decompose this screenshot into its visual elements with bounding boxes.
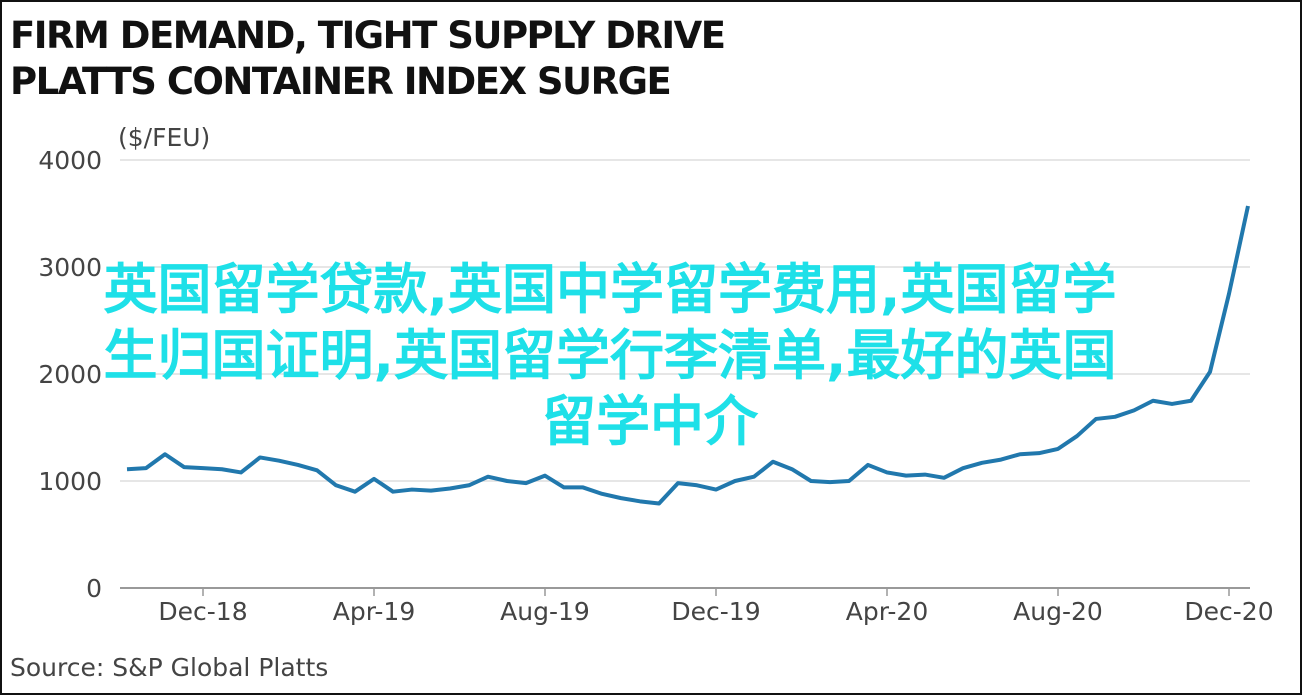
y-axis-label: ($/FEU) xyxy=(118,123,210,152)
overlay-text: 留学中介 xyxy=(542,390,759,453)
x-tick-label: Apr-20 xyxy=(846,597,928,626)
x-tick-label: Dec-20 xyxy=(1184,597,1273,626)
x-tick-label: Aug-19 xyxy=(500,597,590,626)
overlay-text: 英国留学贷款,英国中学留学费用,英国留学 xyxy=(103,258,1116,321)
y-tick-label: 4000 xyxy=(38,146,102,175)
x-tick-label: Dec-19 xyxy=(671,597,760,626)
chart-title: PLATTS CONTAINER INDEX SURGE xyxy=(10,60,670,103)
chart-title: FIRM DEMAND, TIGHT SUPPLY DRIVE xyxy=(10,14,725,57)
source: Source: S&P Global Platts xyxy=(10,653,328,682)
y-tick-label: 0 xyxy=(86,574,102,603)
x-tick-label: Aug-20 xyxy=(1013,597,1103,626)
data-line xyxy=(126,205,1250,506)
y-tick-label: 3000 xyxy=(38,253,102,282)
overlay-text: 生归国证明,英国留学行李清单,最好的英国 xyxy=(103,324,1116,387)
y-tick-label: 2000 xyxy=(38,360,102,389)
y-tick-label: 1000 xyxy=(38,467,102,496)
x-tick-label: Dec-18 xyxy=(158,597,247,626)
x-tick-label: Apr-19 xyxy=(333,597,415,626)
